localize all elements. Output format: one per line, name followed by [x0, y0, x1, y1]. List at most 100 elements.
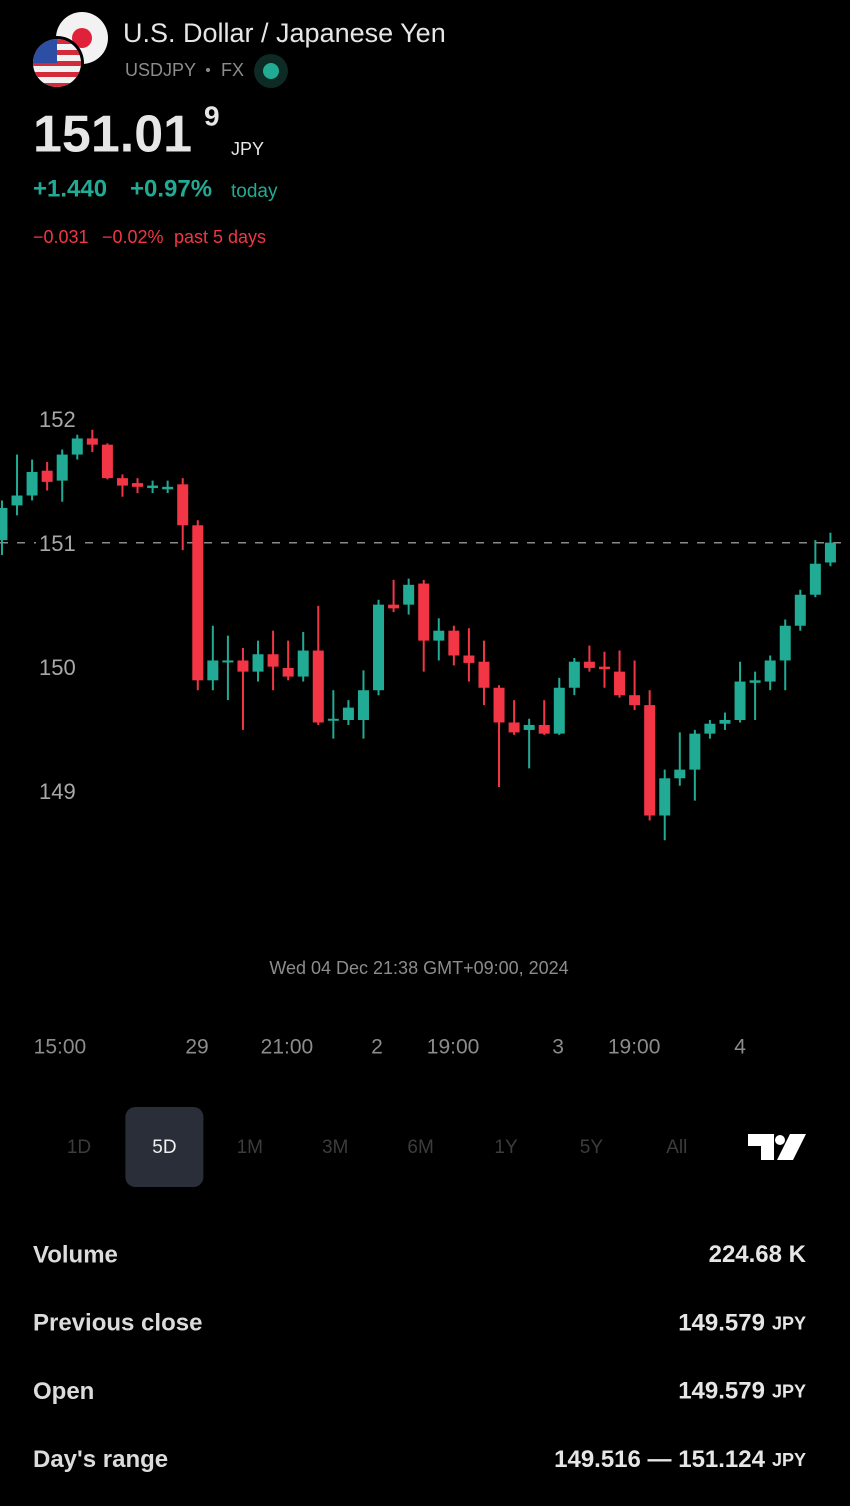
candle-body — [267, 654, 279, 667]
candle-body — [207, 660, 219, 681]
x-tick-label: 15:00 — [34, 1036, 87, 1059]
stat-unit: JPY — [772, 1381, 806, 1401]
range-tab[interactable]: 1Y — [494, 1137, 518, 1158]
candle-body — [297, 650, 309, 677]
range-tab[interactable]: 6M — [407, 1137, 433, 1158]
stat-label: Previous close — [33, 1310, 202, 1337]
stat-number: 149.579 — [678, 1378, 765, 1405]
stat-value: 149.579 JPY — [678, 1378, 806, 1405]
candle-body — [629, 695, 641, 706]
x-tick-label: 4 — [734, 1036, 746, 1059]
range-tab[interactable]: 5D — [152, 1137, 176, 1158]
y-tick-label: 152 — [39, 407, 76, 432]
crosshair-label: Wed 04 Dec 21:38 GMT+09:00, 2024 — [269, 958, 568, 978]
range-tabs: 1D 5D 1M 3M 6M 1Y 5Y All — [67, 1107, 687, 1187]
candle-body — [327, 718, 339, 721]
candle-body — [162, 486, 174, 490]
stat-value: 149.516 — 151.124 JPY — [554, 1446, 806, 1473]
y-tick-background — [36, 780, 82, 807]
candle-body — [56, 454, 68, 481]
candle-body — [101, 444, 113, 479]
y-tick-background — [36, 532, 82, 559]
range-tab[interactable]: 5Y — [580, 1137, 604, 1158]
symbol: USDJPY — [125, 60, 196, 80]
candle-body — [824, 542, 836, 563]
candle-body — [132, 483, 144, 487]
candle-body — [719, 720, 731, 724]
y-tick-background — [36, 408, 82, 435]
candle-body — [116, 478, 128, 486]
candle-body — [86, 438, 98, 445]
change-5d-pct: −0.02% — [102, 227, 164, 247]
change-today: +1.440 — [33, 175, 107, 202]
candle-body — [11, 495, 23, 506]
range-tab[interactable]: All — [666, 1137, 687, 1158]
price: 151.01 — [33, 106, 192, 164]
candle-body — [568, 661, 580, 688]
candle-body — [809, 563, 821, 595]
candle-body — [463, 655, 475, 663]
candle-body — [794, 594, 806, 626]
candle-body — [312, 650, 324, 723]
candle-body — [493, 687, 505, 723]
candle-body — [237, 660, 249, 672]
tradingview-logo — [748, 1134, 806, 1160]
x-tick-label: 19:00 — [608, 1036, 661, 1059]
range-tab-selected — [125, 1107, 204, 1187]
candle-body — [0, 507, 8, 541]
candle-body — [674, 769, 686, 779]
range-tab[interactable]: 3M — [322, 1137, 348, 1158]
stat-number: 224.68 K — [709, 1241, 807, 1268]
y-tick-background — [36, 656, 82, 683]
stat-unit: JPY — [772, 1313, 806, 1333]
candle-body — [418, 583, 430, 641]
candle-body — [282, 667, 294, 677]
stat-label: Open — [33, 1378, 94, 1405]
candle-body — [598, 666, 610, 670]
candle-body — [71, 438, 83, 455]
y-tick-label: 151 — [39, 531, 76, 556]
candle-body — [147, 485, 159, 489]
x-tick-label: 21:00 — [261, 1036, 314, 1059]
chart: 149 150 151 152 15:00 29 21:00 2 19:00 3 19:00 4 — [0, 407, 850, 1059]
candle-body — [614, 671, 626, 696]
stat-value: 149.579 JPY — [678, 1310, 806, 1337]
change-5d: −0.031 — [33, 227, 89, 247]
candle-body — [764, 660, 776, 682]
candle-body — [704, 723, 716, 734]
stat-label: Day's range — [33, 1446, 168, 1473]
instrument-title: U.S. Dollar / Japanese Yen — [123, 18, 446, 48]
candle-body — [734, 681, 746, 720]
candle-body — [403, 584, 415, 605]
candle-body — [41, 470, 53, 482]
candle-body — [373, 604, 385, 691]
x-tick-label: 3 — [552, 1036, 564, 1059]
candle-body — [26, 471, 38, 496]
stat-label: Volume — [33, 1241, 118, 1268]
x-tick-label: 19:00 — [427, 1036, 480, 1059]
candle-body — [583, 661, 595, 668]
candle-body — [177, 484, 189, 526]
candle-body — [523, 724, 535, 730]
candle-body — [357, 690, 369, 720]
candle-body — [222, 660, 234, 663]
candle-body — [553, 687, 565, 734]
range-tab[interactable]: 1M — [237, 1137, 263, 1158]
candle-body — [433, 630, 445, 641]
candle-body — [749, 680, 761, 683]
today-label: today — [231, 181, 278, 202]
stats: Volume 224.68 K Previous close 149.579 JPY Op… — [33, 1241, 807, 1473]
candle-body — [192, 525, 204, 681]
candle-body — [388, 604, 400, 609]
candle-body — [508, 722, 520, 733]
candle-body — [689, 733, 701, 770]
range-tab[interactable]: 1D — [67, 1137, 91, 1158]
x-tick-label: 2 — [371, 1036, 383, 1059]
change-today-pct: +0.97% — [130, 175, 212, 202]
candle-body — [538, 724, 550, 734]
stat-number: 149.516 — 151.124 — [554, 1446, 765, 1473]
y-tick-label: 149 — [39, 779, 76, 804]
period-label: past 5 days — [174, 227, 266, 247]
